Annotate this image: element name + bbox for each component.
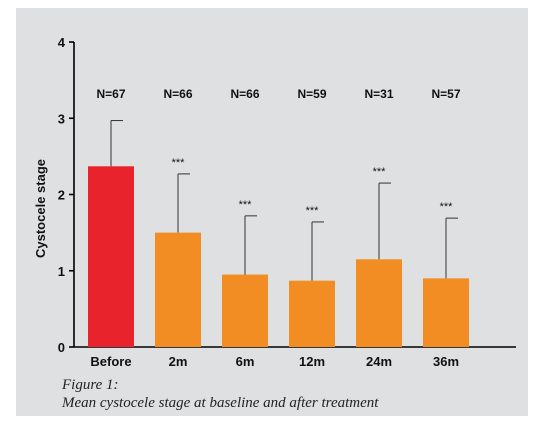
chart-axes: 0 1 2 3 4 Cystocele stage bbox=[33, 35, 516, 355]
bar-before bbox=[88, 166, 134, 347]
figure-panel: 0 1 2 3 4 Cystocele stage Before N=67 2m N=66 ***… bbox=[16, 8, 528, 416]
caption-title: Figure 1: bbox=[62, 377, 119, 393]
x-tick-label: 36m bbox=[433, 354, 459, 368]
significance-label: *** bbox=[306, 205, 320, 217]
bar-24m bbox=[356, 259, 402, 347]
n-label: N=67 bbox=[96, 87, 125, 101]
n-label: N=57 bbox=[431, 87, 460, 101]
x-tick-label: 2m bbox=[169, 354, 188, 368]
bar-2m bbox=[155, 232, 201, 347]
x-tick-label: Before bbox=[90, 354, 131, 368]
x-tick-label: 6m bbox=[236, 354, 255, 368]
y-tick-label: 4 bbox=[58, 35, 66, 50]
y-tick-label: 0 bbox=[58, 340, 65, 355]
chart-bars bbox=[88, 120, 469, 347]
x-tick-label: 24m bbox=[366, 354, 392, 368]
n-label: N=66 bbox=[163, 87, 192, 101]
n-label: N=66 bbox=[230, 87, 259, 101]
bar-6m bbox=[222, 274, 268, 347]
significance-label: *** bbox=[172, 157, 186, 169]
bar-12m bbox=[289, 280, 335, 347]
y-tick-label: 3 bbox=[58, 111, 65, 126]
bar-36m bbox=[423, 278, 469, 347]
y-axis-label: Cystocele stage bbox=[33, 159, 48, 258]
caption-text: Mean cystocele stage at baseline and aft… bbox=[62, 395, 379, 411]
y-tick-label: 2 bbox=[58, 188, 65, 203]
n-label: N=31 bbox=[364, 87, 393, 101]
x-tick-label: 12m bbox=[299, 354, 325, 368]
significance-label: *** bbox=[373, 166, 387, 178]
significance-label: *** bbox=[440, 201, 454, 213]
y-tick-label: 1 bbox=[58, 264, 65, 279]
n-label: N=59 bbox=[297, 87, 326, 101]
bar-chart: 0 1 2 3 4 Cystocele stage Before N=67 2m N=66 ***… bbox=[33, 35, 516, 368]
figure-caption: Figure 1: Mean cystocele stage at baseli… bbox=[62, 376, 378, 412]
chart-labels: Before N=67 2m N=66 *** 6m N=66 *** 12m N=59 *** 24… bbox=[90, 87, 460, 368]
significance-label: *** bbox=[239, 199, 253, 211]
